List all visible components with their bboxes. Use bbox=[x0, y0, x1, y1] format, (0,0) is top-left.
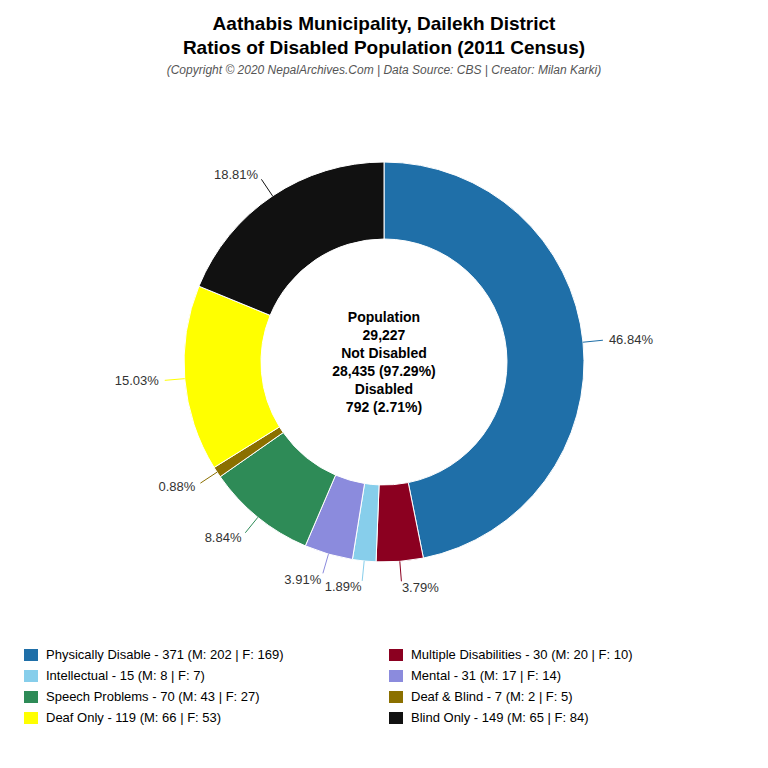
html-text:Multiple Disabilities - 30 (M:: Multiple Disabilities - 30 (M: 20 | F: 1… bbox=[411, 647, 633, 662]
html-text:Ratios of Disabled Population: Ratios of Disabled Population (2011 Cens… bbox=[182, 37, 586, 58]
html-text:Physically Disable - 371 (M: 2: Physically Disable - 371 (M: 202 | F: 16… bbox=[46, 647, 284, 662]
html-text:Population: Population bbox=[347, 309, 421, 325]
html-text:29,227: 29,227 bbox=[362, 327, 406, 343]
svg-text:46.84%: 46.84% bbox=[609, 332, 654, 347]
svg-text:15.03%: 15.03% bbox=[115, 373, 160, 388]
html-text:Not Disabled: Not Disabled bbox=[341, 345, 427, 361]
svg-text:3.79%: 3.79% bbox=[402, 580, 439, 595]
svg-text:1.89%: 1.89% bbox=[325, 579, 362, 594]
html-text:Deaf Only - 119 (M: 66 | F: 53: Deaf Only - 119 (M: 66 | F: 53) bbox=[46, 710, 222, 725]
html-text:Aathabis Municipality, Dailekh: Aathabis Municipality, Dailekh District bbox=[212, 13, 556, 34]
html-text:Disabled: Disabled bbox=[354, 381, 414, 397]
html-text:(Copyright © 2020 NepalArchive: (Copyright © 2020 NepalArchives.Com | Da… bbox=[166, 63, 602, 77]
svg-text:0.88%: 0.88% bbox=[158, 479, 195, 494]
html-text:Speech Problems - 70 (M: 43 |: Speech Problems - 70 (M: 43 | F: 27) bbox=[46, 689, 260, 704]
html-text:Deaf & Blind - 7 (M: 2 | F: 5): Deaf & Blind - 7 (M: 2 | F: 5) bbox=[411, 689, 573, 704]
html-text:28,435 (97.29%): 28,435 (97.29%) bbox=[332, 363, 436, 379]
svg-text:8.84%: 8.84% bbox=[205, 530, 242, 545]
html-text:Mental - 31 (M: 17 | F: 14): Mental - 31 (M: 17 | F: 14) bbox=[411, 668, 561, 683]
html-text:Blind Only - 149 (M: 65 | F: 8: Blind Only - 149 (M: 65 | F: 84) bbox=[411, 710, 589, 725]
html-text:792 (2.71%): 792 (2.71%) bbox=[345, 399, 423, 415]
html-text:Intellectual - 15 (M: 8 | F: 7: Intellectual - 15 (M: 8 | F: 7) bbox=[46, 668, 205, 683]
svg-text:18.81%: 18.81% bbox=[214, 167, 259, 182]
svg-text:3.91%: 3.91% bbox=[284, 572, 321, 587]
